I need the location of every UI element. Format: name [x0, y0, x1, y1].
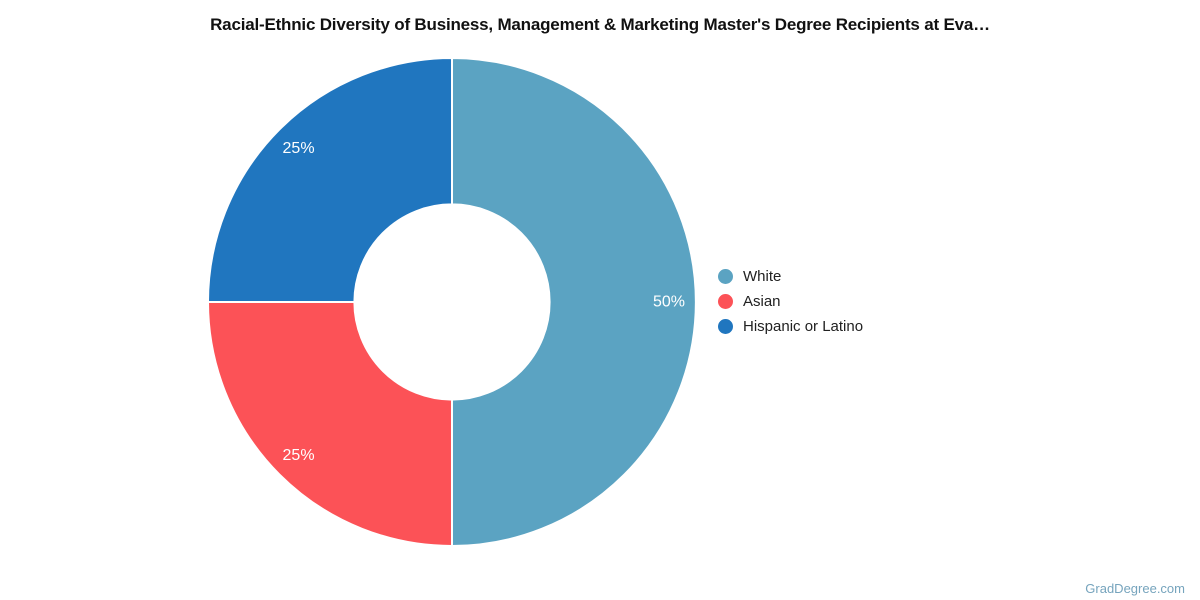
- legend-marker-hispanic-or-latino-icon: [718, 319, 733, 334]
- legend-marker-asian-icon: [718, 294, 733, 309]
- slice-label-hispanic-or-latino: 25%: [283, 140, 315, 157]
- pie-slice-white[interactable]: [451, 56, 697, 548]
- legend: White Asian Hispanic or Latino: [718, 264, 863, 339]
- donut-svg: 50% 25% 25%: [206, 56, 697, 548]
- pie-slice-asian[interactable]: [206, 301, 453, 548]
- legend-item-white[interactable]: White: [718, 264, 863, 289]
- pie-slice-hispanic-or-latino[interactable]: [206, 56, 453, 303]
- legend-item-asian[interactable]: Asian: [718, 289, 863, 314]
- legend-marker-white-icon: [718, 269, 733, 284]
- watermark-link[interactable]: GradDegree.com: [1085, 581, 1185, 596]
- legend-label-asian: Asian: [743, 293, 781, 310]
- donut-chart: 50% 25% 25%: [206, 56, 697, 548]
- slice-label-asian: 25%: [283, 447, 315, 464]
- legend-item-hispanic-or-latino[interactable]: Hispanic or Latino: [718, 314, 863, 339]
- legend-label-hispanic-or-latino: Hispanic or Latino: [743, 318, 864, 335]
- legend-label-white: White: [743, 268, 782, 285]
- slice-label-white: 50%: [653, 294, 685, 311]
- chart-title: Racial-Ethnic Diversity of Business, Man…: [210, 15, 990, 34]
